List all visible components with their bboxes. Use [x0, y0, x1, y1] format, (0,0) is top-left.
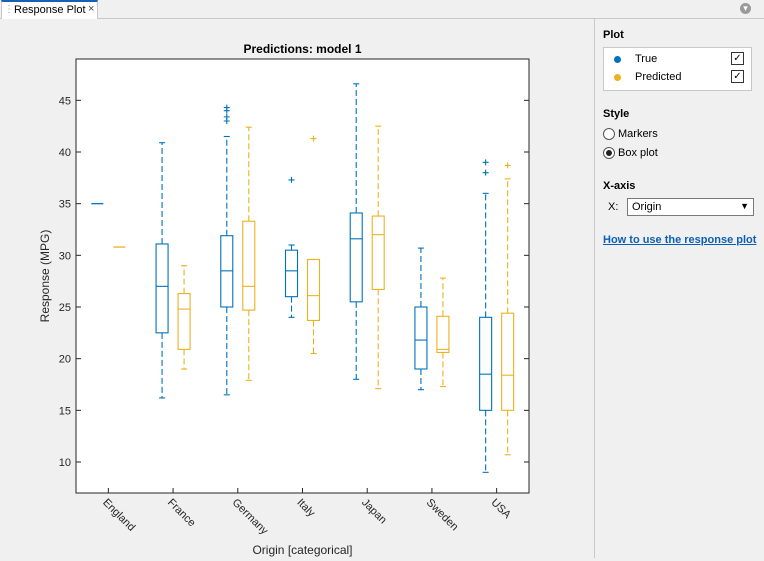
- y-tick-label: 25: [59, 302, 71, 314]
- panel-splitter[interactable]: [594, 19, 595, 558]
- document-tabbar: ⋮ Response Plot × ▾: [0, 0, 764, 20]
- box-predicted-germany: [242, 220, 256, 311]
- box-predicted-usa: [501, 312, 515, 411]
- axes-background: [76, 59, 529, 493]
- x-axis-value: Origin: [632, 201, 662, 213]
- tab-grip-icon: ⋮: [4, 4, 14, 15]
- plot-section-header: Plot: [603, 29, 624, 41]
- xaxis-section-header: X-axis: [603, 180, 636, 192]
- y-tick-label: 35: [59, 199, 71, 211]
- x-tick-label: Japan: [359, 497, 389, 527]
- x-tick-label: Germany: [230, 497, 271, 538]
- outlier-predicted-italy: [310, 135, 317, 142]
- y-axis-label: Response (MPG): [38, 230, 52, 323]
- chart-title: Predictions: model 1: [243, 42, 361, 56]
- markers-radio[interactable]: [603, 128, 615, 140]
- x-tick-label: Italy: [294, 497, 317, 520]
- outlier-true-italy: [288, 176, 295, 183]
- y-tick-label: 45: [59, 95, 71, 107]
- legend-item-true: True ✓: [604, 51, 751, 69]
- dropdown-arrow-icon: ▼: [740, 201, 749, 211]
- x-axis-label: Origin [categorical]: [252, 543, 352, 557]
- box-true-france: [155, 243, 169, 334]
- box-true-japan: [349, 212, 363, 303]
- outlier-true-germany: [223, 113, 230, 120]
- y-tick-label: 20: [59, 354, 71, 366]
- y-tick-label: 40: [59, 147, 71, 159]
- outlier-predicted-usa: [504, 162, 511, 169]
- box-plot-label: Box plot: [618, 147, 658, 159]
- help-link[interactable]: How to use the response plot: [603, 234, 757, 246]
- axes-frame: [75, 58, 530, 494]
- box-predicted-japan: [371, 215, 385, 290]
- x-axis-dropdown[interactable]: Origin ▼: [627, 198, 754, 216]
- tab-close-icon[interactable]: ×: [88, 3, 95, 15]
- true-checkbox[interactable]: ✓: [731, 52, 744, 65]
- tab-options-icon[interactable]: ▾: [740, 3, 751, 14]
- box-true-sweden: [414, 306, 428, 370]
- response-box-plot: Predictions: model 1 10 15 20 25 30 35 40 45 Resp…: [38, 42, 530, 557]
- box-true-usa: [479, 316, 493, 411]
- x-tick-label: England: [100, 497, 137, 534]
- outlier-true-usa: [482, 159, 489, 166]
- y-tick-label: 30: [59, 250, 71, 262]
- outlier-true-usa: [482, 169, 489, 176]
- box-plot-radio[interactable]: [603, 147, 615, 159]
- legend-box: True ✓ Predicted ✓: [603, 47, 752, 91]
- x-tick-label: Sweden: [424, 497, 461, 534]
- outlier-true-germany: [223, 104, 230, 111]
- legend-label-true: True: [635, 53, 658, 65]
- y-tick-label: 10: [59, 457, 71, 469]
- box-predicted-france: [177, 293, 191, 350]
- predicted-checkbox[interactable]: ✓: [731, 70, 744, 83]
- plot-area: Predictions: model 1 10 15 20 25 30 35 40 45 Resp…: [0, 19, 594, 558]
- box-predicted-sweden: [436, 315, 450, 354]
- style-section-header: Style: [603, 108, 630, 120]
- tab-response-plot[interactable]: ⋮ Response Plot ×: [1, 0, 98, 20]
- x-axis-label: X:: [608, 201, 619, 213]
- x-tick-label: USA: [489, 497, 514, 522]
- plot-options-panel: Plot True ✓ Predicted ✓ Style Markers Bo…: [595, 19, 764, 558]
- predicted-marker-icon: [614, 74, 621, 81]
- x-tick-label: France: [165, 497, 198, 530]
- box-true-italy: [284, 249, 299, 298]
- legend-label-predicted: Predicted: [635, 71, 682, 83]
- true-marker-icon: [614, 56, 621, 63]
- y-tick-label: 15: [59, 405, 71, 417]
- tab-title: Response Plot: [14, 4, 86, 16]
- box-predicted-italy: [306, 258, 321, 321]
- legend-item-predicted: Predicted ✓: [604, 69, 751, 87]
- markers-label: Markers: [618, 128, 658, 140]
